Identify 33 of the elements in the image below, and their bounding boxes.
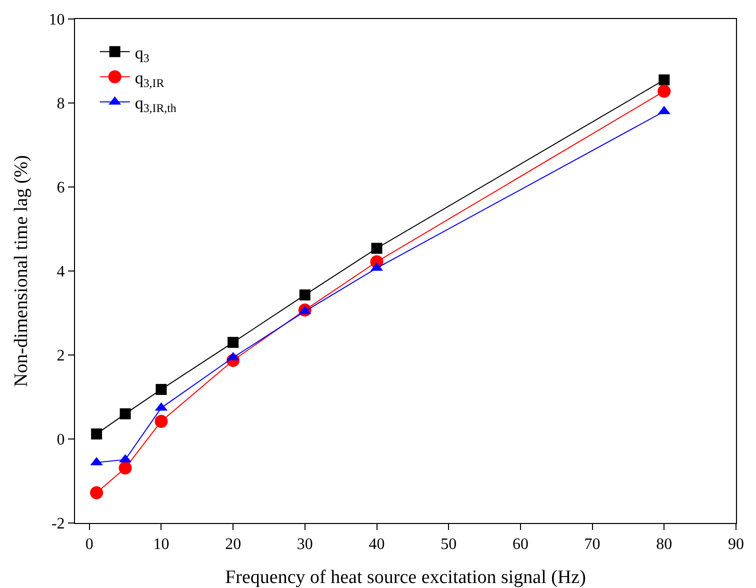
point (120, 408, 131, 420)
y-tick-label: -2 (51, 516, 65, 533)
x-tick-label: 60 (512, 536, 528, 554)
y-axis-title: Non-dimensional time lag (%) (11, 155, 32, 387)
legend-label: q$_{3}$ (134, 43, 150, 65)
x-tick-label: 30 (296, 536, 313, 554)
point (118, 461, 132, 474)
y-tick-label: 4 (56, 264, 65, 281)
y-tick-label: 6 (56, 180, 65, 197)
x-tick-label: 70 (584, 536, 600, 554)
x-tick-label: 80 (656, 536, 672, 554)
y-tick-label: 10 (48, 12, 65, 29)
point (91, 428, 102, 440)
x-tick-label: 0 (85, 536, 94, 554)
y-tick-label: 8 (56, 96, 65, 113)
point (90, 486, 104, 500)
y-tick-label: 2 (56, 348, 65, 365)
point (228, 336, 239, 348)
legend-label: q$_{3,IR,th}$ (134, 94, 176, 116)
point (658, 84, 671, 98)
point (156, 384, 167, 395)
point (154, 414, 168, 428)
x-tick-label: 40 (368, 536, 385, 554)
point (658, 74, 670, 86)
x-tick-label: 90 (728, 536, 744, 554)
x-tick-label: 20 (225, 536, 242, 554)
point (299, 289, 310, 300)
legend-label: q$_{3,IR}$ (134, 68, 164, 90)
x-tick-label: 10 (153, 536, 170, 554)
y-tick-label: 0 (56, 432, 65, 449)
point (371, 242, 382, 254)
x-axis-title: Frequency of heat source excitation signal (Hz) (225, 567, 586, 588)
x-tick-label: 50 (440, 536, 457, 554)
